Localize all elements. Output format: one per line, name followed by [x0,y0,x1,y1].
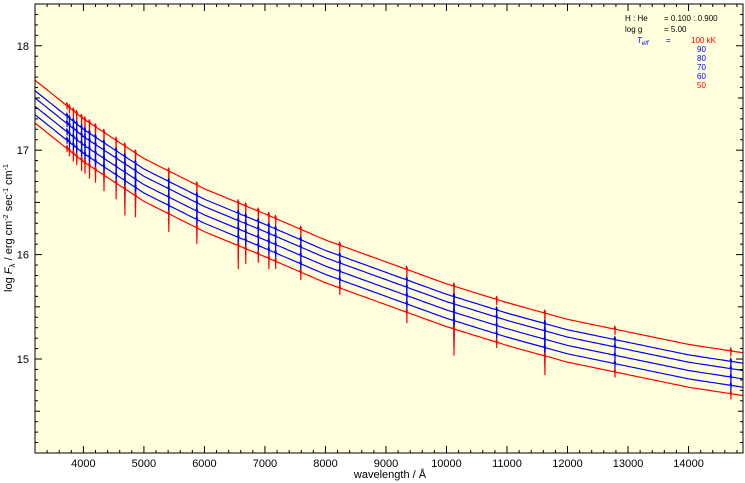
y-tick-label: 17 [17,145,29,157]
legend-teff-eq: = [666,36,671,45]
legend-teff-80: 80 [697,54,706,63]
series-line-100kK [34,79,744,357]
y-title-unit3: cm [3,170,15,188]
x-axis-title: wavelength / Å [353,468,427,481]
x-tick-label: 11000 [492,458,522,470]
series-line-60kK [34,114,744,392]
x-tick-label: 5000 [132,458,156,470]
y-tick-label: 15 [17,354,29,366]
series-line-90kK [34,90,744,368]
x-tick-label: 10000 [431,458,462,470]
y-tick-label: 16 [17,250,29,262]
legend-logg-value: = 5.00 [664,25,687,34]
series-layer [34,79,744,400]
y-title-prefix: log [3,274,15,292]
legend-teff-label: Teff [637,36,650,47]
legend-logg-label: log g [625,25,642,34]
x-tick-label: 4000 [71,458,95,470]
legend: H : He = 0.100 : 0.900 log g = 5.00 Teff… [625,14,718,90]
x-tick-label: 6000 [192,458,216,470]
ticks-layer: 4000 5000 6000 7000 8000 9000 10000 11000 12000 1… [17,3,743,470]
x-tick-label: 14000 [673,458,704,470]
legend-teff-100: 100 kK [691,36,717,45]
x-tick-label: 9000 [374,458,398,470]
x-tick-label: 12000 [552,458,583,470]
plot-frame [34,3,744,454]
x-tick-label: 13000 [613,458,644,470]
y-title-sup3: -1 [3,164,10,170]
y-title-unit2: sec [3,194,15,215]
plot-background [35,4,743,453]
legend-teff-70: 70 [697,63,706,72]
series-line-70kK [34,105,744,383]
y-title-sup2: -1 [3,188,10,194]
legend-teff-90: 90 [697,45,706,54]
y-axis-title: log Fλ / erg cm-2 sec-1 cm-1 [3,164,17,292]
y-title-unit1: / erg cm [3,221,15,264]
legend-teff-50: 50 [697,81,706,90]
series-line-80kK [34,97,744,375]
y-title-sup1: -2 [3,214,10,220]
y-title-symbol: F [3,266,15,274]
y-title-sub: λ [8,263,17,267]
legend-teff-symbol: T [637,36,643,45]
x-tick-label: 8000 [313,458,337,470]
legend-hhe-value: = 0.100 : 0.900 [664,14,718,23]
legend-teff-60: 60 [697,72,706,81]
x-tick-label: 7000 [253,458,277,470]
legend-teff-sub: eff [642,41,650,47]
series-line-50kK [34,122,744,400]
legend-hhe-label: H : He [625,14,648,23]
y-tick-label: 18 [17,41,29,53]
